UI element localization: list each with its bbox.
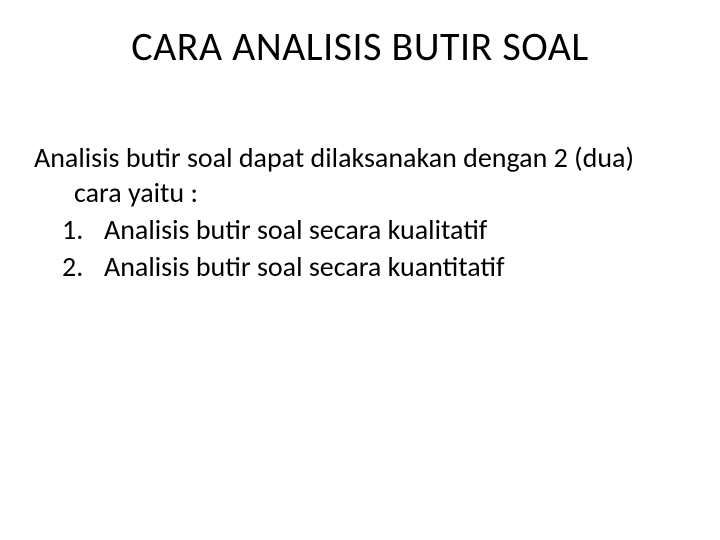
intro-text: Analisis butir soal dapat dilaksanakan d… xyxy=(34,140,686,210)
slide-body: Analisis butir soal dapat dilaksanakan d… xyxy=(34,140,686,286)
methods-list: 1. Analisis butir soal secara kualitatif… xyxy=(34,212,686,286)
list-number: 2. xyxy=(62,249,102,284)
slide-title: CARA ANALISIS BUTIR SOAL xyxy=(0,22,720,71)
list-text: Analisis butir soal secara kuantitatif xyxy=(104,249,505,284)
list-item: 2. Analisis butir soal secara kuantitati… xyxy=(104,249,686,286)
slide: CARA ANALISIS BUTIR SOAL Analisis butir … xyxy=(0,0,720,540)
list-item: 1. Analisis butir soal secara kualitatif xyxy=(104,212,686,249)
list-number: 1. xyxy=(62,212,102,247)
list-text: Analisis butir soal secara kualitatif xyxy=(104,212,487,247)
